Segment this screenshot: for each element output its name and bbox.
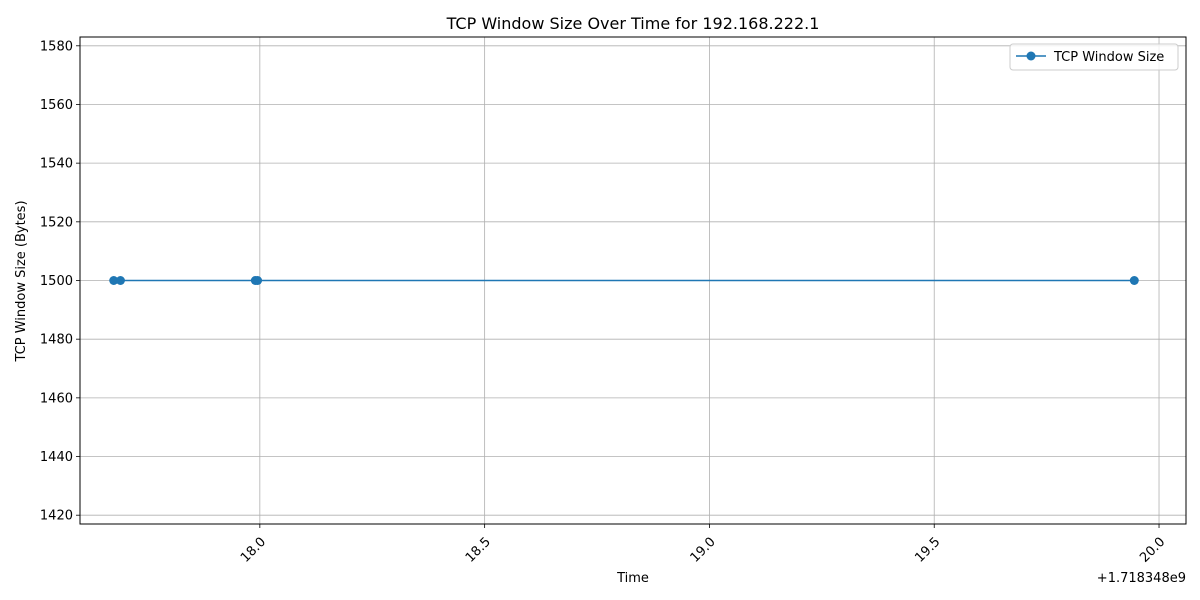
data-point [253,276,263,285]
legend: TCP Window Size [1009,43,1179,71]
y-tick-label: 1480 [40,333,73,348]
y-tick-label: 1560 [40,98,73,113]
y-tick-label: 1580 [40,39,73,54]
y-tick-label: 1460 [40,391,73,406]
y-axis-ticks: 1420 1440 1460 1480 1500 1520 1540 1560 1580 [40,39,80,524]
y-tick-label: 1420 [40,509,73,524]
legend-point-marker [1026,51,1036,61]
y-tick-label: 1500 [40,274,73,289]
y-tick-label: 1540 [40,157,73,172]
series-layer [109,276,1139,285]
chart-title: TCP Window Size Over Time for 192.168.22… [446,14,820,33]
y-axis-label: TCP Window Size (Bytes) [14,200,29,362]
data-point [109,276,119,285]
legend-box [1009,43,1179,71]
y-tick-label: 1440 [40,450,73,465]
x-axis-offset-label: +1.718348e9 [1097,571,1186,586]
data-point [115,276,125,285]
x-axis-label: Time [616,571,649,586]
data-point [1129,276,1139,285]
legend-label: TCP Window Size [1053,50,1164,65]
y-tick-label: 1520 [40,215,73,230]
